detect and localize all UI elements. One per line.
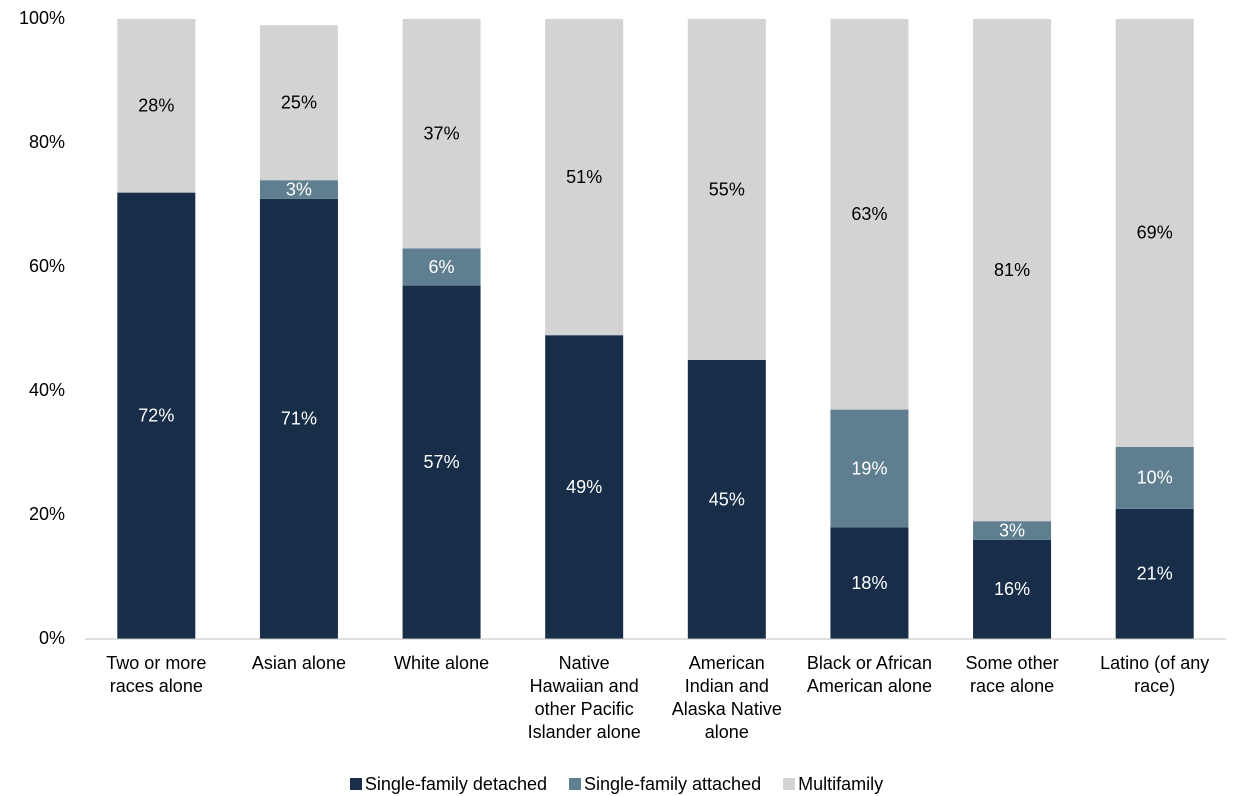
data-label: 16% <box>994 579 1030 599</box>
legend-swatch <box>569 778 581 790</box>
bar-segment <box>973 539 1052 639</box>
y-tick-label: 20% <box>29 504 65 524</box>
data-label: 3% <box>286 179 312 199</box>
data-label: 57% <box>424 452 460 472</box>
bar-segment <box>259 180 338 199</box>
legend-label: Multifamily <box>798 774 884 794</box>
bar-segment <box>1115 508 1194 639</box>
data-label: 10% <box>1137 468 1173 488</box>
data-label: 6% <box>429 257 455 277</box>
bar-segment <box>830 527 909 639</box>
x-tick-label: Black or African American alone <box>806 653 932 696</box>
data-label: 69% <box>1137 223 1173 243</box>
y-tick-label: 0% <box>39 628 65 648</box>
y-tick-label: 100% <box>19 8 65 28</box>
x-tick-label: Latino (of any race) <box>1100 653 1210 696</box>
bar-segment <box>545 335 624 639</box>
bar-segment <box>687 19 766 360</box>
data-label: 18% <box>851 573 887 593</box>
data-label: 45% <box>709 489 745 509</box>
data-label: 28% <box>138 96 174 116</box>
bar-segment <box>830 409 909 528</box>
data-label: 63% <box>851 204 887 224</box>
data-label: 71% <box>281 409 317 429</box>
data-label: 3% <box>999 520 1025 540</box>
data-label: 55% <box>709 179 745 199</box>
data-label: 37% <box>424 123 460 143</box>
bar-segment <box>973 521 1052 540</box>
data-label: 21% <box>1137 564 1173 584</box>
bar-segment <box>1115 446 1194 509</box>
bar-segment <box>973 19 1052 522</box>
bar-segment <box>259 25 338 181</box>
data-label: 72% <box>138 406 174 426</box>
bar-segment <box>117 19 196 193</box>
data-label: 81% <box>994 260 1030 280</box>
legend: Single-family detached Single-family atta… <box>0 772 1233 796</box>
bar-segment <box>545 19 624 336</box>
bar-segment <box>402 248 481 286</box>
legend-item: Single-family detached <box>349 772 547 796</box>
x-tick-label: Some other race alone <box>965 653 1059 696</box>
x-tick-label: Native Hawaiian and other Pacific Island… <box>527 653 641 742</box>
bar-segment <box>402 19 481 249</box>
data-label: 19% <box>851 458 887 478</box>
x-tick-label: Asian alone <box>251 653 346 673</box>
legend-label: Single-family detached <box>364 774 547 794</box>
bar-segment <box>830 19 909 410</box>
data-label: 49% <box>566 477 602 497</box>
legend-item: Multifamily <box>783 772 883 796</box>
y-tick-label: 40% <box>29 380 65 400</box>
legend-label: Single-family attached <box>584 774 762 794</box>
legend-item: Single-family attached <box>569 772 761 796</box>
x-tick-label: White alone <box>394 653 490 673</box>
y-tick-label: 80% <box>29 132 65 152</box>
legend-swatch <box>783 778 796 790</box>
bar-segment <box>687 360 766 639</box>
bar-segment <box>1115 19 1194 447</box>
x-tick-label: Two or more races alone <box>106 653 207 696</box>
bar-segment <box>259 198 338 640</box>
bar-segment <box>402 285 481 639</box>
legend-swatch <box>349 778 362 790</box>
data-label: 51% <box>566 167 602 187</box>
x-tick-label: American Indian and Alaska Native alone <box>671 653 782 742</box>
y-tick-label: 60% <box>29 256 65 276</box>
data-label: 25% <box>281 92 317 112</box>
bar-segment <box>117 192 196 639</box>
